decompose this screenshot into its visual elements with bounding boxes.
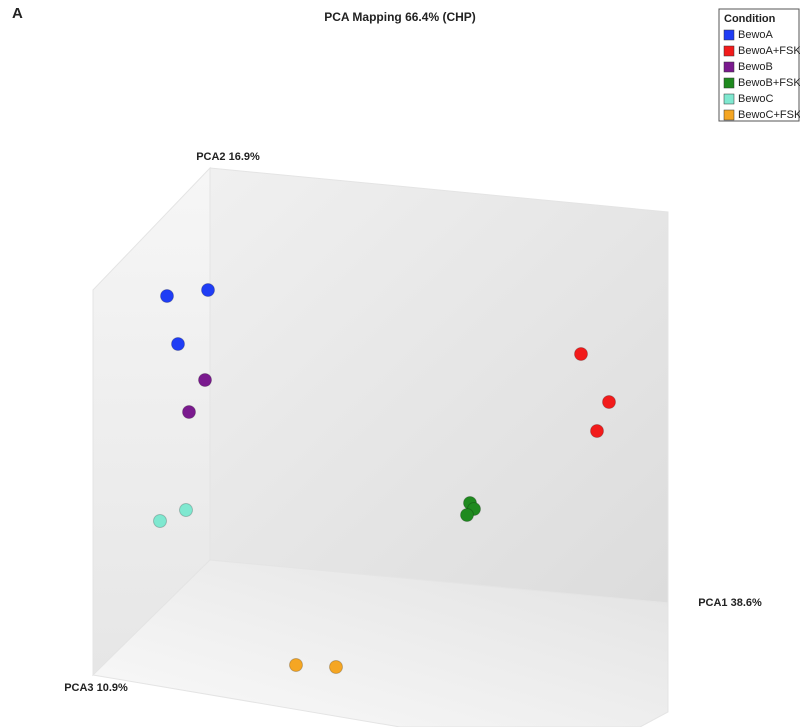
data-point bbox=[171, 337, 185, 351]
chart-title: PCA Mapping 66.4% (CHP) bbox=[324, 10, 476, 24]
x-axis-label: PCA1 38.6% bbox=[698, 597, 762, 609]
legend-label: BewoC+FSK bbox=[738, 109, 800, 121]
data-point bbox=[590, 424, 604, 438]
y-axis-label: PCA2 16.9% bbox=[196, 151, 260, 163]
data-point bbox=[160, 289, 174, 303]
legend-label: BewoC bbox=[738, 93, 774, 105]
data-point bbox=[201, 283, 215, 297]
legend-swatch bbox=[723, 45, 735, 57]
legend-label: BewoB+FSK bbox=[738, 77, 800, 89]
data-point bbox=[602, 395, 616, 409]
data-point bbox=[574, 347, 588, 361]
floor bbox=[91, 559, 669, 727]
panel-label: A bbox=[12, 5, 23, 22]
legend-label: BewoB bbox=[738, 61, 773, 73]
data-point bbox=[198, 373, 212, 387]
data-point bbox=[329, 660, 343, 674]
legend-label: BewoA+FSK bbox=[738, 45, 800, 57]
back-wall bbox=[209, 167, 669, 604]
legend-swatch bbox=[723, 61, 735, 73]
legend-swatch bbox=[723, 29, 735, 41]
data-point bbox=[182, 405, 196, 419]
data-point bbox=[289, 658, 303, 672]
legend-swatch bbox=[723, 109, 735, 121]
legend-label: BewoA bbox=[738, 29, 774, 41]
data-point bbox=[460, 508, 474, 522]
legend-swatch bbox=[723, 93, 735, 105]
z-axis-label: PCA3 10.9% bbox=[64, 682, 128, 694]
data-point bbox=[153, 514, 167, 528]
data-point bbox=[179, 503, 193, 517]
legend-title: Condition bbox=[724, 13, 776, 25]
legend-swatch bbox=[723, 77, 735, 89]
